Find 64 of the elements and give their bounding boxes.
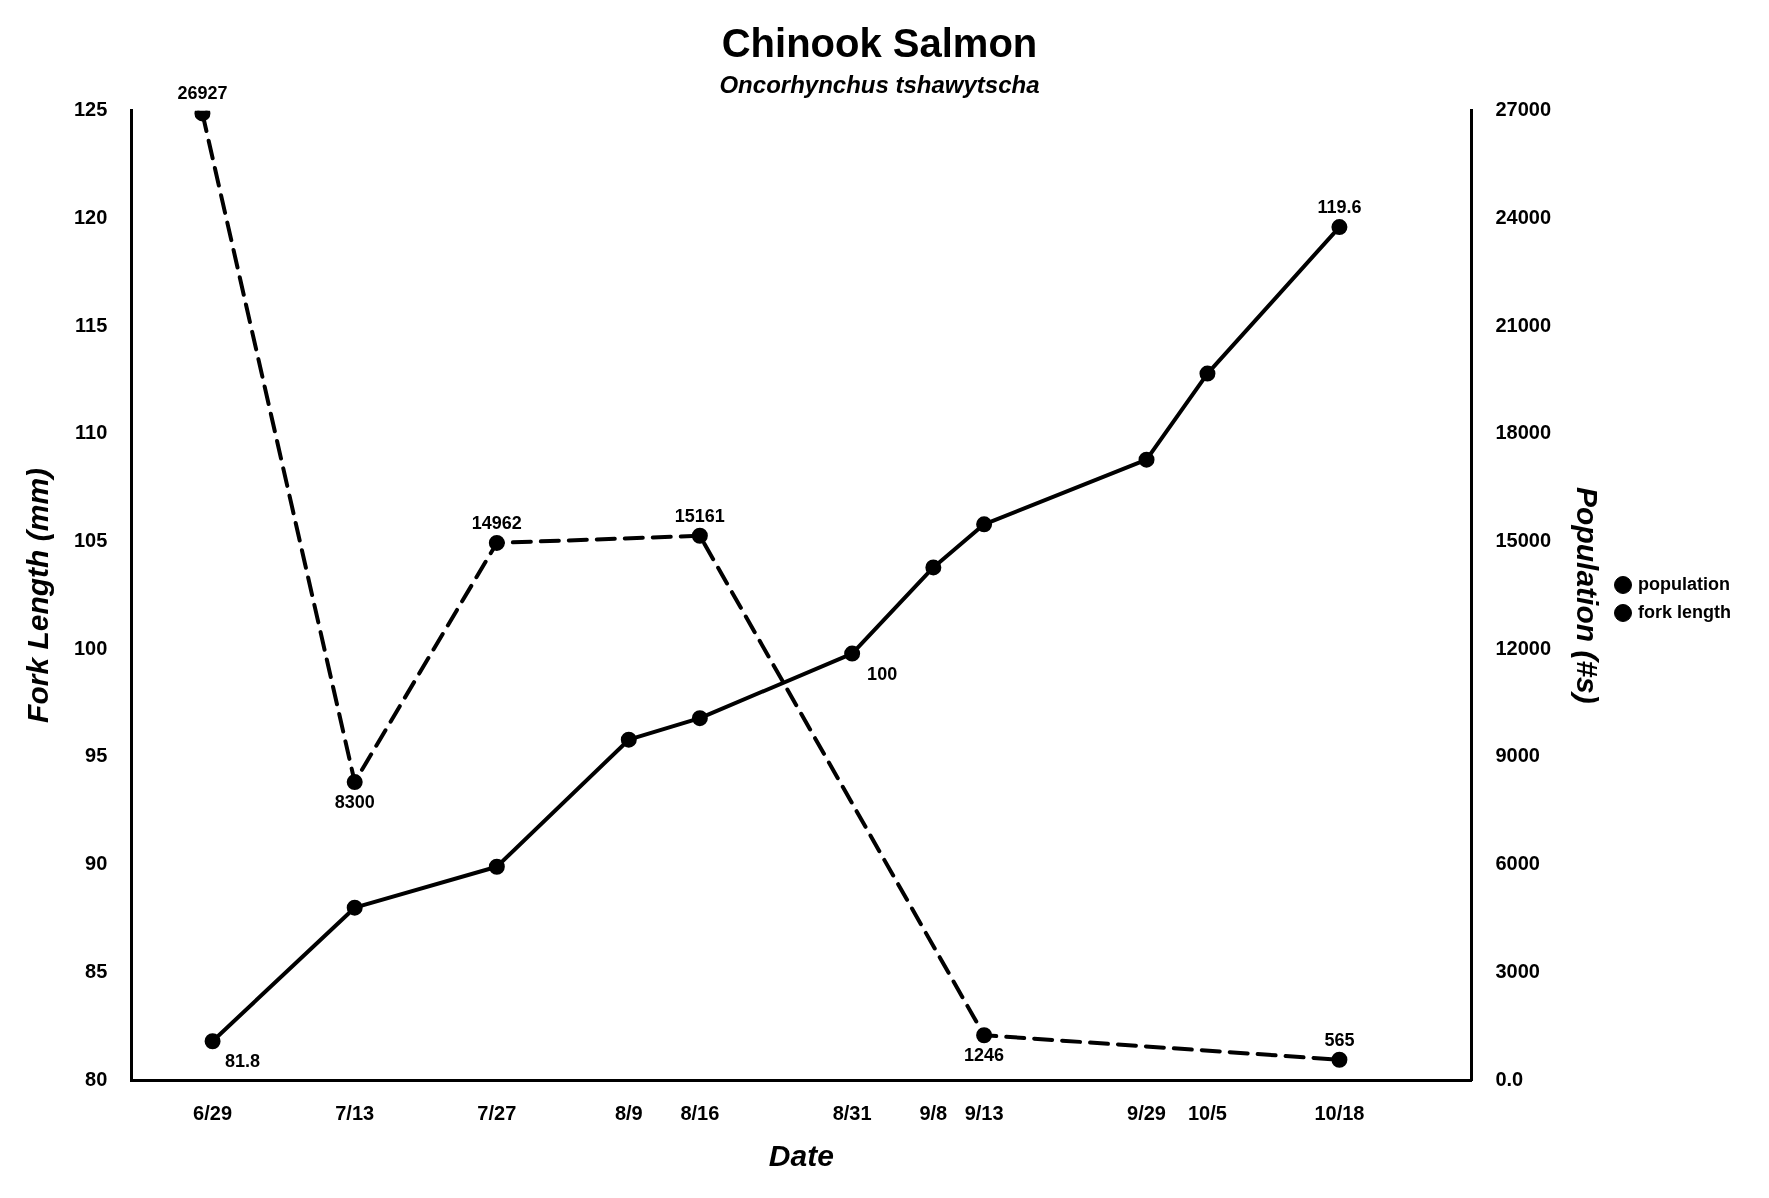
data-label: 119.6 bbox=[1317, 197, 1362, 218]
x-tick-label: 8/31 bbox=[832, 1101, 872, 1124]
point bbox=[346, 899, 363, 916]
point bbox=[925, 559, 942, 576]
y-tick-label: 90 bbox=[85, 852, 108, 875]
x-tick-label: 10/18 bbox=[1314, 1101, 1365, 1124]
point bbox=[1331, 219, 1348, 236]
chart-subtitle: Oncorhynchus tshawytscha bbox=[719, 71, 1040, 99]
y-tick-label: 125 bbox=[73, 98, 108, 121]
data-label: 26927 bbox=[177, 83, 228, 104]
x-tick-label: 8/9 bbox=[614, 1101, 643, 1124]
y-tick-label: 95 bbox=[85, 744, 108, 767]
legend-label: population bbox=[1638, 573, 1730, 594]
point bbox=[488, 534, 505, 551]
x-tick-label: 7/27 bbox=[477, 1101, 517, 1124]
x-tick-label: 9/13 bbox=[964, 1101, 1004, 1124]
y2-tick-label: 0.0 bbox=[1495, 1067, 1524, 1090]
chart-title: Chinook Salmon bbox=[721, 21, 1038, 66]
y2-tick-label: 27000 bbox=[1495, 98, 1552, 121]
y2-tick-label: 24000 bbox=[1495, 206, 1552, 228]
point bbox=[204, 1033, 221, 1050]
y2-tick-label: 3000 bbox=[1495, 959, 1540, 982]
data-label: 14962 bbox=[471, 512, 522, 533]
y2-tick-label: 15000 bbox=[1495, 529, 1552, 552]
point bbox=[691, 710, 708, 727]
y2-tick-label: 21000 bbox=[1495, 313, 1552, 336]
y-tick-label: 120 bbox=[73, 206, 108, 228]
point bbox=[346, 774, 363, 791]
point bbox=[976, 1027, 993, 1044]
y2-tick-label: 12000 bbox=[1495, 636, 1552, 659]
point bbox=[488, 858, 505, 875]
point bbox=[1331, 1051, 1348, 1068]
y-tick-label: 85 bbox=[85, 959, 108, 982]
x-tick-label: 9/8 bbox=[919, 1101, 948, 1124]
data-label: 8300 bbox=[334, 792, 375, 813]
point bbox=[194, 110, 211, 122]
point bbox=[1199, 365, 1216, 382]
point bbox=[976, 516, 993, 533]
x-axis-title: Date bbox=[768, 1139, 834, 1173]
data-label: 81.8 bbox=[225, 1051, 261, 1072]
point bbox=[691, 527, 708, 544]
y-tick-label: 80 bbox=[85, 1067, 108, 1090]
y2-tick-label: 6000 bbox=[1495, 852, 1540, 875]
x-tick-label: 6/29 bbox=[193, 1101, 233, 1124]
data-label: 100 bbox=[867, 663, 898, 684]
y2-tick-label: 9000 bbox=[1495, 744, 1540, 767]
point bbox=[844, 645, 861, 662]
x-tick-label: 8/16 bbox=[680, 1101, 720, 1124]
x-tick-label: 10/5 bbox=[1187, 1101, 1227, 1124]
y2-axis-title: Population (#s) bbox=[1570, 487, 1604, 704]
y-tick-label: 115 bbox=[75, 313, 108, 336]
y-tick-label: 110 bbox=[75, 421, 108, 444]
data-label: 1246 bbox=[964, 1045, 1005, 1066]
x-tick-label: 9/29 bbox=[1127, 1101, 1166, 1124]
y-tick-label: 100 bbox=[73, 636, 108, 659]
point bbox=[1138, 451, 1155, 468]
legend-label: fork length bbox=[1638, 601, 1731, 622]
y-axis-title: Fork Length (mm) bbox=[21, 467, 55, 723]
y2-tick-label: 18000 bbox=[1495, 421, 1552, 444]
x-tick-label: 7/13 bbox=[335, 1101, 375, 1124]
point bbox=[620, 731, 637, 748]
data-label: 565 bbox=[1324, 1029, 1355, 1050]
data-label: 15161 bbox=[674, 505, 725, 526]
y-tick-label: 105 bbox=[73, 529, 108, 552]
